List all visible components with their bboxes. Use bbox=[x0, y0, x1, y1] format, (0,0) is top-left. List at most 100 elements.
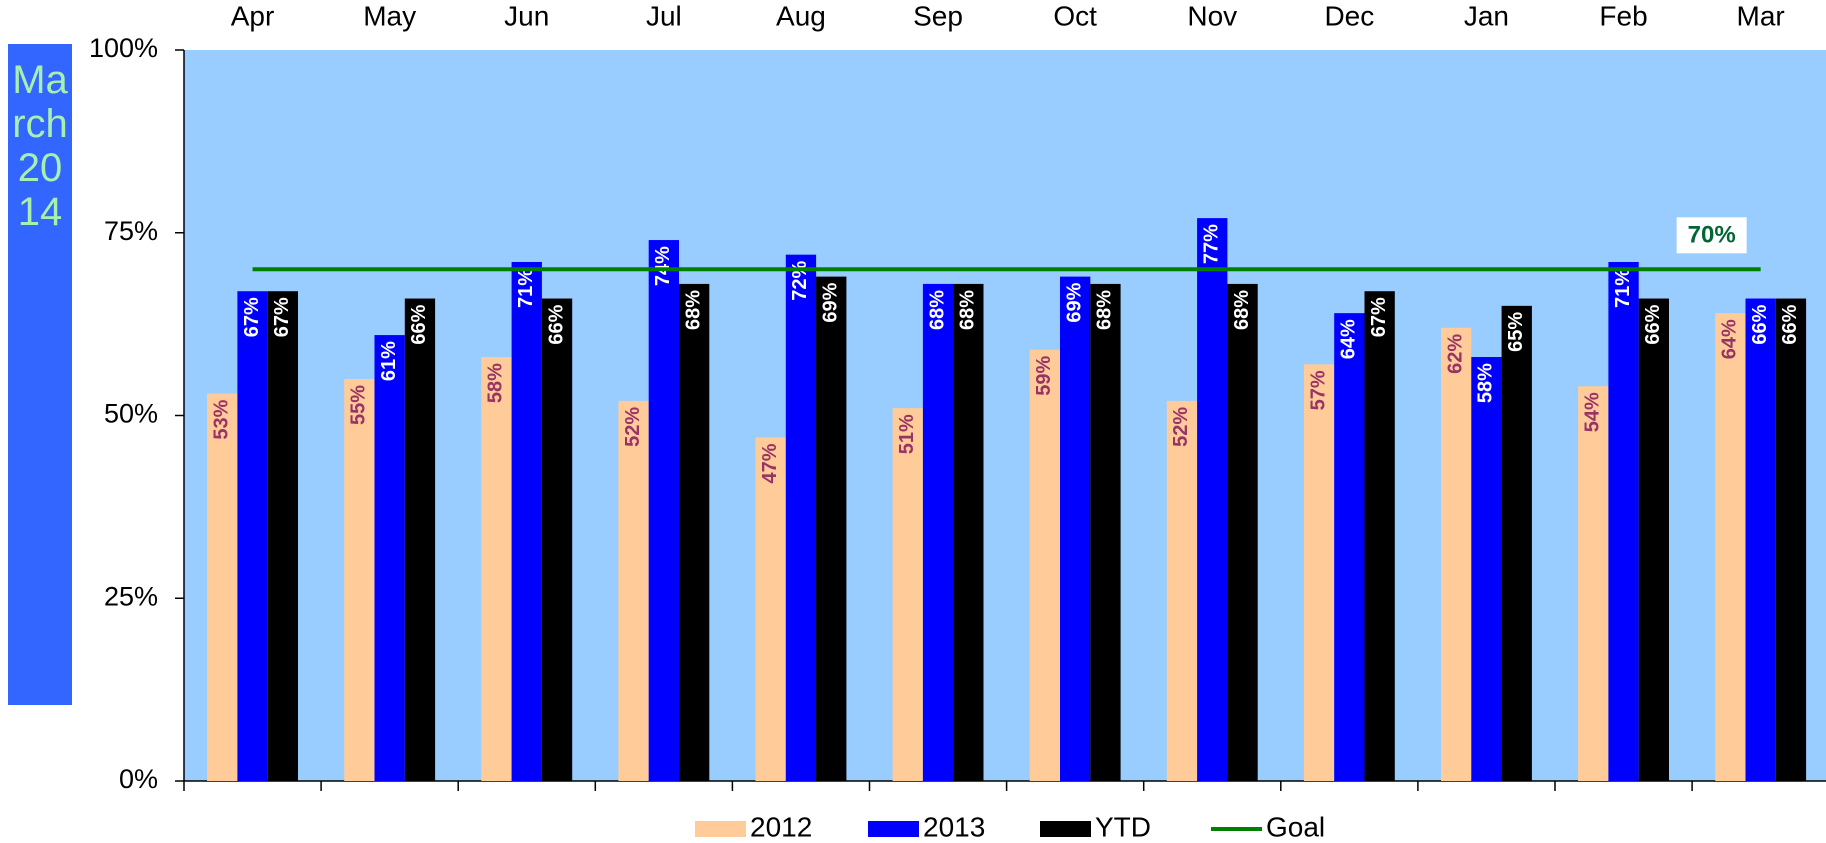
x-tick-label: Jan bbox=[1464, 0, 1509, 31]
legend-swatch bbox=[868, 821, 919, 837]
value-label: 64% bbox=[1338, 319, 1360, 359]
value-label: 74% bbox=[652, 246, 674, 286]
value-label: 52% bbox=[1170, 407, 1192, 447]
value-label: 69% bbox=[1063, 282, 1085, 322]
x-tick-label: Mar bbox=[1737, 0, 1785, 31]
value-label: 66% bbox=[1779, 304, 1801, 344]
y-tick-label: 75% bbox=[104, 216, 158, 246]
x-tick-label: Oct bbox=[1053, 0, 1097, 31]
bar bbox=[541, 298, 573, 781]
x-tick-label: Sep bbox=[913, 0, 963, 31]
bar bbox=[1471, 357, 1502, 781]
value-label: 68% bbox=[682, 290, 704, 330]
bar bbox=[1166, 400, 1198, 781]
bar bbox=[344, 378, 375, 781]
value-label: 53% bbox=[211, 399, 233, 439]
value-label: 66% bbox=[1749, 304, 1771, 344]
value-label: 47% bbox=[759, 443, 781, 483]
value-label: 55% bbox=[348, 385, 370, 425]
bar bbox=[1715, 313, 1746, 781]
bar bbox=[374, 335, 405, 781]
value-label: 69% bbox=[820, 282, 842, 322]
side-label: March 2014 bbox=[8, 44, 72, 705]
bar bbox=[207, 393, 238, 781]
value-label: 67% bbox=[1368, 297, 1390, 337]
y-tick-label: 25% bbox=[104, 581, 158, 611]
bar bbox=[404, 298, 436, 781]
bar bbox=[679, 283, 710, 781]
value-label: 65% bbox=[1505, 312, 1527, 352]
value-label: 67% bbox=[241, 297, 263, 337]
bar bbox=[1638, 298, 1669, 781]
bar bbox=[1197, 218, 1228, 781]
value-label: 66% bbox=[545, 304, 567, 344]
bar bbox=[511, 261, 542, 781]
goal-label-box bbox=[1676, 217, 1747, 254]
x-tick-label: Jul bbox=[646, 0, 682, 31]
bar bbox=[1775, 298, 1807, 781]
legend-label: 2012 bbox=[750, 811, 812, 842]
x-tick-label: May bbox=[363, 0, 416, 31]
bar bbox=[953, 283, 984, 781]
value-label: 68% bbox=[957, 290, 979, 330]
x-tick-label: Dec bbox=[1324, 0, 1374, 31]
legend-label: YTD bbox=[1095, 811, 1151, 842]
bar bbox=[1364, 291, 1395, 781]
value-label: 68% bbox=[1094, 290, 1116, 330]
bar bbox=[1060, 276, 1091, 781]
value-label: 68% bbox=[1231, 290, 1253, 330]
legend-swatch bbox=[1040, 821, 1091, 837]
bar bbox=[1029, 349, 1060, 781]
x-tick-label: Feb bbox=[1599, 0, 1647, 31]
plot-area bbox=[184, 50, 1826, 781]
legend-label: 2013 bbox=[923, 811, 985, 842]
bar bbox=[922, 283, 954, 781]
bar bbox=[1227, 283, 1258, 781]
y-tick-label: 0% bbox=[119, 764, 158, 794]
value-label: 62% bbox=[1444, 334, 1466, 374]
bar bbox=[1745, 298, 1776, 781]
value-label: 68% bbox=[926, 290, 948, 330]
bar bbox=[267, 291, 298, 781]
value-label: 71% bbox=[515, 268, 537, 308]
legend-swatch bbox=[695, 821, 746, 837]
legend-label: Goal bbox=[1266, 811, 1325, 842]
bar bbox=[1501, 305, 1532, 781]
value-label: 61% bbox=[378, 341, 400, 381]
bar bbox=[1441, 327, 1472, 781]
value-label: 57% bbox=[1307, 370, 1329, 410]
y-tick-label: 100% bbox=[89, 33, 158, 63]
x-tick-label: Nov bbox=[1187, 0, 1237, 31]
value-label: 64% bbox=[1719, 319, 1741, 359]
bar bbox=[648, 240, 679, 781]
value-label: 67% bbox=[271, 297, 293, 337]
value-label: 66% bbox=[408, 304, 430, 344]
value-label: 54% bbox=[1582, 392, 1604, 432]
bar bbox=[481, 357, 512, 781]
x-tick-label: Jun bbox=[504, 0, 549, 31]
goal-label: 70% bbox=[1688, 222, 1736, 249]
y-tick-label: 50% bbox=[104, 399, 158, 429]
value-label: 77% bbox=[1201, 224, 1223, 264]
bar bbox=[1334, 313, 1365, 781]
bar bbox=[618, 400, 649, 781]
x-tick-label: Aug bbox=[776, 0, 826, 31]
value-label: 58% bbox=[1475, 363, 1497, 403]
value-label: 58% bbox=[485, 363, 507, 403]
value-label: 66% bbox=[1642, 304, 1664, 344]
bar bbox=[785, 254, 817, 781]
bar bbox=[892, 408, 923, 781]
bar bbox=[1578, 386, 1609, 781]
x-tick-label: Apr bbox=[231, 0, 275, 31]
value-label: 59% bbox=[1033, 355, 1055, 395]
value-label: 71% bbox=[1612, 268, 1634, 308]
value-label: 52% bbox=[622, 407, 644, 447]
bar bbox=[237, 291, 268, 781]
value-label: 72% bbox=[789, 260, 811, 300]
bar bbox=[1303, 364, 1335, 781]
bar bbox=[755, 437, 786, 781]
bar bbox=[816, 276, 847, 781]
bar bbox=[1090, 283, 1121, 781]
